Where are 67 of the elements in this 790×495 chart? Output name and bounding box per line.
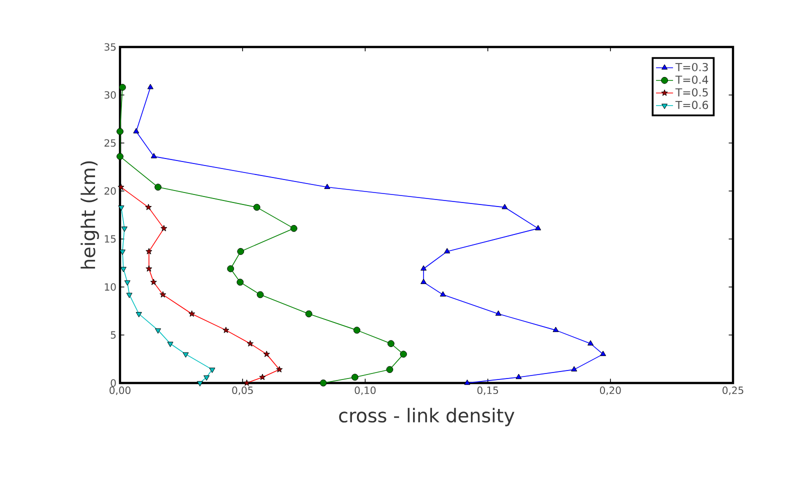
- point: [236, 278, 244, 286]
- x-tick-label: 0,00: [110, 386, 130, 396]
- point: [227, 265, 234, 272]
- point: [126, 292, 132, 298]
- point: [324, 184, 330, 189]
- point: [290, 224, 298, 232]
- x-tick-label: 0,05: [232, 386, 253, 396]
- point: [535, 224, 542, 230]
- y-tick-label: 30: [104, 91, 116, 99]
- point: [552, 326, 559, 332]
- point: [495, 310, 502, 316]
- point: [204, 375, 210, 381]
- point: [571, 366, 578, 372]
- point: [116, 152, 124, 160]
- point: [320, 380, 327, 386]
- point: [133, 128, 140, 134]
- legend-label: T=0.6: [675, 100, 708, 110]
- point: [237, 248, 244, 255]
- point: [420, 278, 427, 284]
- point: [154, 184, 162, 191]
- point: [182, 352, 189, 358]
- point: [196, 381, 203, 386]
- point: [147, 84, 154, 90]
- point: [600, 350, 606, 356]
- point: [400, 350, 407, 358]
- point: [440, 291, 446, 297]
- point: [305, 310, 312, 318]
- point: [154, 328, 162, 334]
- y-axis-title: height (km): [80, 161, 99, 269]
- legend-label: T=0.4: [675, 76, 708, 84]
- point: [353, 326, 360, 334]
- x-tick-label: 0,20: [600, 386, 621, 396]
- point: [124, 280, 130, 286]
- point: [351, 374, 358, 381]
- point: [118, 205, 124, 211]
- point: [167, 342, 174, 348]
- point: [116, 128, 124, 135]
- point: [120, 266, 126, 272]
- point: [444, 248, 450, 254]
- y-tick-label: 15: [104, 235, 116, 243]
- point: [119, 250, 126, 255]
- x-tick-label: 0,15: [477, 386, 498, 396]
- point: [119, 84, 126, 91]
- y-tick-label: 20: [104, 187, 116, 195]
- y-tick-label: 35: [104, 43, 116, 51]
- point: [588, 340, 594, 346]
- point: [209, 368, 216, 373]
- point: [253, 204, 260, 211]
- point: [386, 366, 394, 373]
- point: [388, 340, 394, 348]
- x-tick-label: 0,25: [722, 386, 744, 396]
- y-tick-label: 25: [104, 139, 116, 147]
- point: [121, 226, 128, 232]
- x-tick-label: 0,10: [354, 386, 376, 396]
- legend-label: T=0.5: [675, 88, 708, 96]
- y-tick-label: 0: [110, 379, 116, 387]
- point: [464, 380, 470, 385]
- point: [136, 312, 142, 318]
- y-tick-label: 10: [104, 283, 116, 291]
- point: [516, 374, 522, 380]
- x-axis-title: cross - link density: [339, 408, 514, 426]
- legend-label: T=0.3: [675, 62, 708, 72]
- point: [256, 291, 264, 298]
- y-tick-label: 5: [110, 331, 116, 339]
- point: [502, 204, 508, 210]
- point: [150, 152, 157, 158]
- point: [420, 265, 427, 271]
